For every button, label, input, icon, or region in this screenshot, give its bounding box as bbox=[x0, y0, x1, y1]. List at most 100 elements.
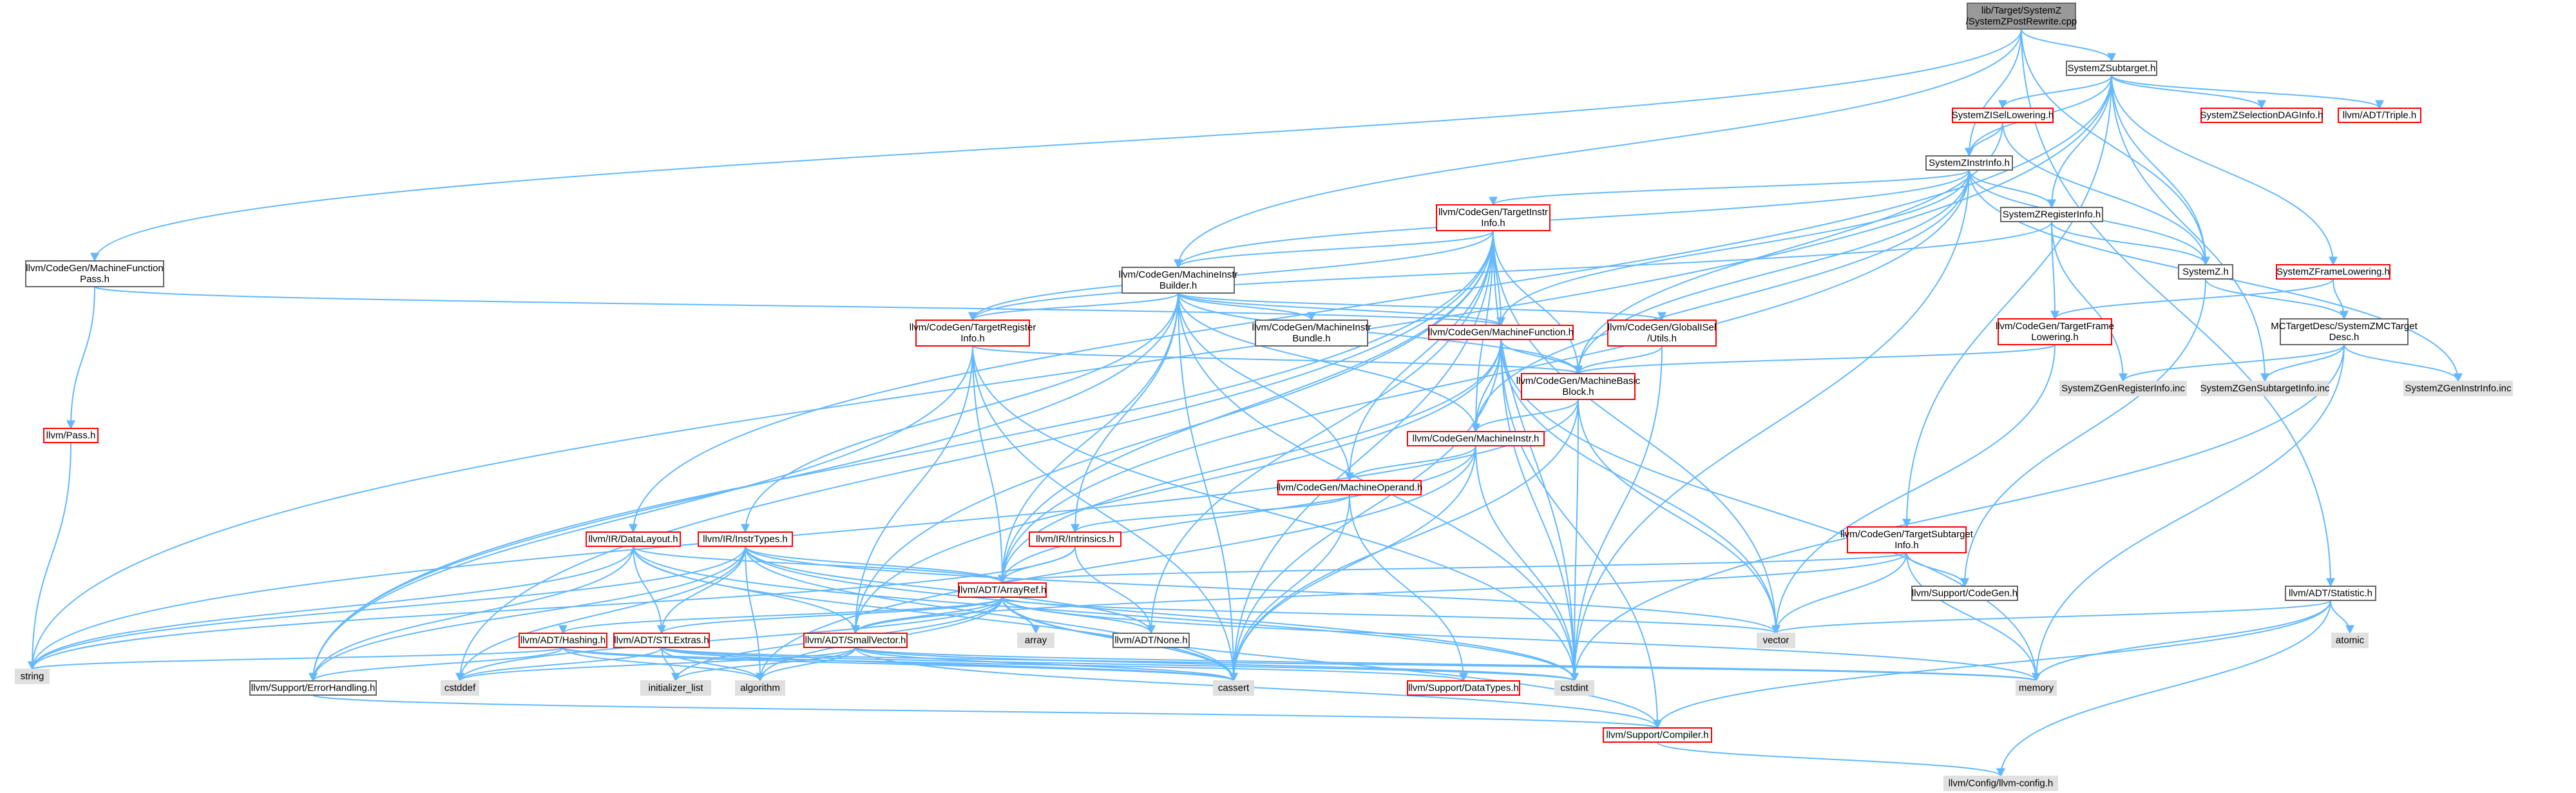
node-label: llvm/CodeGen/TargetInstr bbox=[1438, 207, 1548, 218]
node-box bbox=[1121, 267, 1235, 294]
graph-node-config[interactable]: llvm/Config/llvm-config.h bbox=[1943, 776, 2058, 791]
dependency-edge bbox=[1178, 292, 1583, 375]
graph-node-datatypes[interactable]: llvm/Support/DataTypes.h bbox=[1407, 680, 1520, 696]
dependency-edge bbox=[309, 546, 634, 682]
dependency-edge bbox=[1496, 169, 1970, 327]
graph-node-supportcg[interactable]: llvm/Support/CodeGen.h bbox=[1911, 586, 2018, 601]
graph-node-cassert[interactable]: cassert bbox=[1213, 680, 1254, 696]
graph-node-statistic[interactable]: llvm/ADT/Statistic.h bbox=[2285, 586, 2376, 601]
dependency-edge bbox=[1002, 597, 1780, 635]
node-label: SystemZRegisterInfo.h bbox=[2003, 209, 2101, 220]
node-box bbox=[2016, 680, 2057, 696]
dependency-edge bbox=[855, 647, 2041, 682]
dependency-edge bbox=[1178, 292, 1480, 433]
node-label: llvm/IR/DataLayout.h bbox=[588, 534, 678, 545]
dependency-edge bbox=[1345, 230, 1494, 482]
graph-node-none[interactable]: llvm/ADT/None.h bbox=[1112, 633, 1190, 648]
dependency-edge bbox=[2032, 600, 2331, 682]
node-label: llvm/Support/DataTypes.h bbox=[1408, 683, 1519, 694]
graph-node-cstdint[interactable]: cstdint bbox=[1554, 680, 1594, 696]
node-label: Info.h bbox=[1894, 540, 1919, 551]
graph-node-cstddef[interactable]: cstddef bbox=[441, 680, 479, 696]
graph-node-hashing[interactable]: llvm/ADT/Hashing.h bbox=[519, 633, 607, 648]
graph-node-szframelowering[interactable]: SystemZFrameLowering.h bbox=[2276, 264, 2390, 280]
dependency-edge bbox=[998, 445, 1476, 584]
dependency-edge bbox=[972, 345, 1007, 584]
graph-node-stlextras[interactable]: llvm/ADT/STLExtras.h bbox=[613, 633, 710, 648]
graph-node-mi[interactable]: llvm/CodeGen/MachineInstr.h bbox=[1407, 431, 1545, 446]
graph-node-array[interactable]: array bbox=[1017, 633, 1054, 648]
dependency-edge bbox=[1906, 552, 2041, 682]
graph-node-compiler[interactable]: llvm/Support/Compiler.h bbox=[1603, 727, 1712, 743]
graph-node-initlist[interactable]: initializer_list bbox=[640, 680, 711, 696]
graph-node-vector[interactable]: vector bbox=[1757, 633, 1795, 648]
dependency-edge bbox=[2343, 344, 2463, 383]
dependency-edge bbox=[1178, 292, 1238, 682]
graph-node-string[interactable]: string bbox=[15, 669, 50, 684]
dependency-edge bbox=[28, 546, 634, 671]
node-box bbox=[586, 531, 681, 547]
node-box bbox=[2178, 264, 2233, 280]
graph-node-algorithm[interactable]: algorithm bbox=[735, 680, 785, 696]
graph-node-errorhandling[interactable]: llvm/Support/ErrorHandling.h bbox=[249, 680, 377, 696]
node-label: SystemZInstrInfo.h bbox=[1929, 158, 2010, 169]
dependency-edge bbox=[745, 546, 1780, 635]
dependency-edge bbox=[1475, 445, 1579, 682]
graph-node-szisellowering[interactable]: SystemZISelLowering.h bbox=[1952, 108, 2054, 123]
dependency-edge bbox=[455, 597, 1003, 682]
dependency-edge bbox=[2111, 75, 2266, 110]
node-layer: lib/Target/SystemZ/SystemZPostRewrite.cp… bbox=[15, 3, 2513, 791]
graph-node-instrtypes[interactable]: llvm/IR/InstrTypes.h bbox=[698, 531, 793, 547]
graph-node-szseldag[interactable]: SystemZSelectionDAGInfo.h bbox=[2200, 108, 2323, 123]
graph-node-atomic[interactable]: atomic bbox=[2331, 633, 2369, 648]
node-box bbox=[698, 531, 793, 547]
graph-node-szinstrinfo[interactable]: SystemZInstrInfo.h bbox=[1925, 155, 2013, 171]
graph-node-mo[interactable]: llvm/CodeGen/MachineOperand.h bbox=[1277, 480, 1423, 495]
dependency-edge bbox=[1174, 169, 1970, 269]
graph-node-gensub[interactable]: SystemZGenSubtargetInfo.inc bbox=[2200, 381, 2330, 396]
dependency-edge bbox=[1574, 344, 2056, 375]
dependency-edge bbox=[633, 546, 666, 635]
dependency-edge bbox=[661, 647, 1238, 682]
graph-node-root[interactable]: lib/Target/SystemZ/SystemZPostRewrite.cp… bbox=[1966, 3, 2077, 30]
dependency-edge bbox=[1771, 344, 2056, 635]
graph-node-arrayref[interactable]: llvm/ADT/ArrayRef.h bbox=[958, 582, 1047, 598]
graph-node-intrinsics[interactable]: llvm/IR/Intrinsics.h bbox=[1029, 531, 1121, 547]
graph-node-szsubtarget[interactable]: SystemZSubtarget.h bbox=[2066, 61, 2157, 76]
graph-node-triple[interactable]: llvm/ADT/Triple.h bbox=[2338, 108, 2421, 123]
dependency-edge bbox=[28, 75, 2112, 671]
node-label: lib/Target/SystemZ bbox=[1981, 5, 2061, 16]
dependency-edge bbox=[855, 647, 1579, 682]
node-label: Pass.h bbox=[80, 274, 110, 285]
dependency-edge bbox=[1489, 169, 1970, 206]
graph-node-datalayout[interactable]: llvm/IR/DataLayout.h bbox=[586, 531, 681, 547]
graph-node-geninstr[interactable]: SystemZGenInstrInfo.inc bbox=[2403, 381, 2513, 396]
graph-node-szreginfo[interactable]: SystemZRegisterInfo.h bbox=[2000, 207, 2103, 222]
graph-node-gisel[interactable]: llvm/CodeGen/GlobalISel/Utils.h bbox=[1607, 320, 1717, 347]
dependency-edge bbox=[1002, 597, 2041, 682]
graph-node-szh[interactable]: SystemZ.h bbox=[2178, 264, 2233, 280]
node-label: array bbox=[1025, 635, 1047, 646]
node-label: llvm/CodeGen/MachineFunction.h bbox=[1428, 327, 1574, 338]
graph-node-memory[interactable]: memory bbox=[2016, 680, 2057, 696]
graph-node-smallvector[interactable]: llvm/ADT/SmallVector.h bbox=[803, 633, 908, 648]
node-label: llvm/CodeGen/TargetRegister bbox=[910, 322, 1036, 333]
node-box bbox=[519, 633, 607, 648]
node-box bbox=[1554, 680, 1594, 696]
dependency-edge bbox=[1178, 292, 1505, 327]
dependency-edge bbox=[998, 230, 1494, 584]
dependency-edge bbox=[2205, 278, 2349, 320]
node-label: memory bbox=[2019, 683, 2054, 694]
graph-node-genreg[interactable]: SystemZGenRegisterInfo.inc bbox=[2059, 381, 2187, 396]
graph-node-pass[interactable]: llvm/Pass.h bbox=[43, 428, 99, 443]
graph-node-mf[interactable]: llvm/CodeGen/MachineFunction.h bbox=[1428, 325, 1574, 340]
